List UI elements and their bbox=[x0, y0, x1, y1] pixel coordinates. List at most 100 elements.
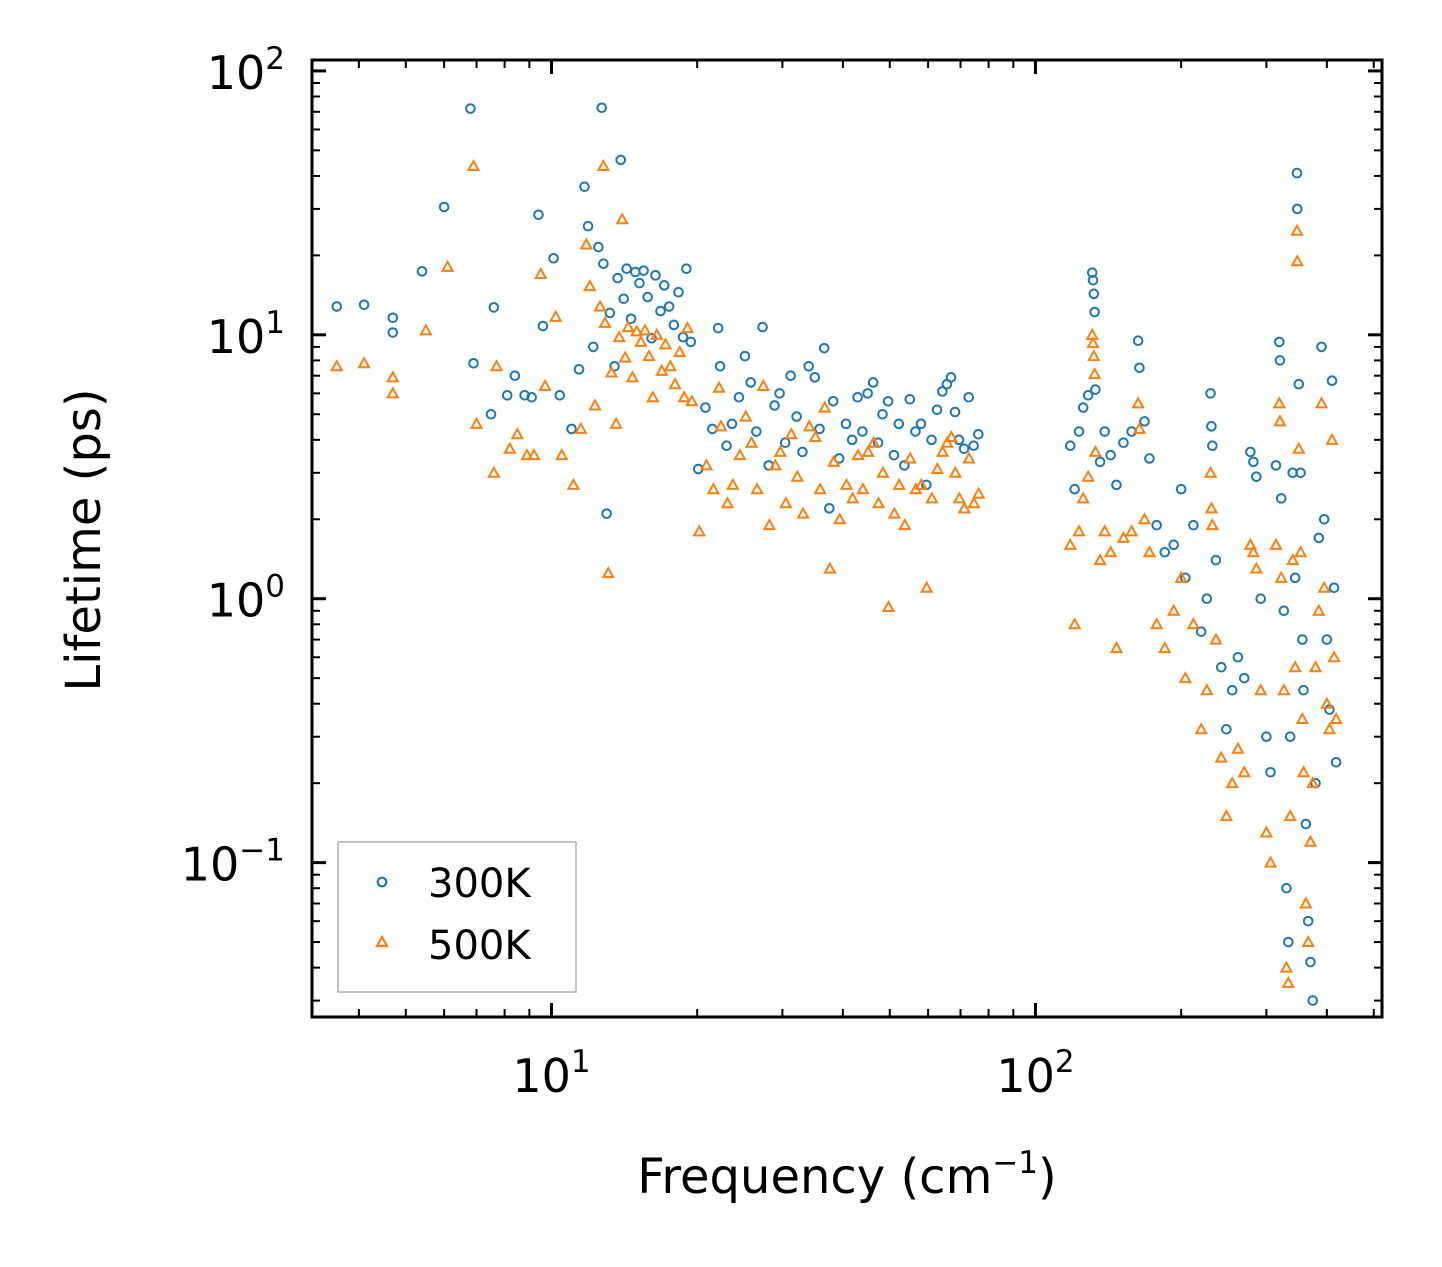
data-point-500k bbox=[1200, 683, 1214, 696]
data-point-300k bbox=[1210, 554, 1222, 566]
series-500k-points bbox=[330, 159, 1343, 988]
data-point-300k bbox=[596, 102, 608, 114]
data-point-300k bbox=[1226, 684, 1238, 696]
data-point-500k bbox=[386, 370, 400, 383]
data-point-500k bbox=[593, 299, 607, 312]
data-point-500k bbox=[1086, 336, 1100, 349]
data-point-500k bbox=[1067, 617, 1082, 630]
data-point-500k bbox=[487, 465, 501, 478]
data-point-300k bbox=[1134, 362, 1145, 374]
data-point-500k bbox=[1314, 396, 1329, 409]
data-point-300k bbox=[937, 386, 948, 397]
data-point-300k bbox=[1073, 426, 1085, 437]
data-point-300k bbox=[1064, 440, 1076, 452]
data-point-500k bbox=[583, 279, 597, 292]
data-point-300k bbox=[893, 418, 905, 430]
data-point-500k bbox=[779, 496, 793, 509]
data-point-300k bbox=[797, 446, 808, 458]
data-point-500k bbox=[1259, 825, 1274, 838]
data-point-300k bbox=[958, 443, 970, 455]
plot-frame bbox=[310, 58, 1384, 1019]
data-point-300k bbox=[582, 220, 594, 232]
data-point-300k bbox=[604, 307, 616, 319]
data-point-300k bbox=[1265, 766, 1276, 778]
data-point-500k bbox=[733, 448, 747, 461]
legend-label-500k: 500K bbox=[428, 923, 532, 969]
data-point-300k bbox=[1151, 519, 1162, 531]
data-point-500k bbox=[386, 386, 400, 399]
x-tick-label: 102 bbox=[996, 1044, 1074, 1103]
data-point-300k bbox=[1069, 483, 1080, 495]
data-point-500k bbox=[1178, 671, 1193, 684]
data-point-300k bbox=[745, 377, 757, 388]
data-point-300k bbox=[824, 503, 835, 514]
data-point-300k bbox=[673, 286, 684, 298]
y-tick-label-exponent: 2 bbox=[265, 41, 285, 77]
data-point-500k bbox=[1290, 254, 1304, 267]
data-point-500k bbox=[930, 461, 945, 475]
y-tick-label-exponent: 0 bbox=[265, 569, 285, 605]
y-axis-label: Lifetime (ps) bbox=[56, 388, 112, 691]
data-point-500k bbox=[1194, 722, 1208, 735]
data-point-500k bbox=[534, 266, 548, 280]
data-point-500k bbox=[1327, 650, 1341, 663]
data-point-300k bbox=[537, 320, 549, 332]
data-point-500k bbox=[851, 448, 865, 461]
data-point-300k bbox=[968, 440, 979, 452]
data-point-500k bbox=[1292, 441, 1306, 454]
data-point-500k bbox=[1246, 545, 1261, 558]
data-point-500k bbox=[720, 496, 735, 509]
data-point-500k bbox=[489, 359, 504, 372]
data-point-500k bbox=[952, 491, 966, 504]
data-point-300k bbox=[1313, 532, 1325, 544]
data-point-300k bbox=[612, 272, 623, 284]
data-point-300k bbox=[769, 400, 780, 411]
data-point-300k bbox=[757, 321, 768, 333]
data-point-300k bbox=[1278, 605, 1290, 617]
data-point-300k bbox=[1281, 882, 1292, 894]
data-point-500k bbox=[971, 486, 986, 499]
data-point-500k bbox=[1273, 414, 1287, 427]
data-point-500k bbox=[839, 477, 854, 490]
data-point-300k bbox=[1118, 437, 1129, 449]
data-point-500k bbox=[898, 518, 912, 531]
data-point-300k bbox=[609, 360, 620, 372]
data-point-500k bbox=[773, 444, 787, 457]
data-point-300k bbox=[685, 336, 697, 348]
data-point-500k bbox=[714, 419, 728, 432]
data-point-500k bbox=[579, 237, 593, 250]
data-point-500k bbox=[646, 390, 660, 403]
data-point-500k bbox=[650, 327, 664, 340]
y-tick-label-exponent: 1 bbox=[265, 305, 285, 341]
data-point-300k bbox=[846, 434, 858, 446]
data-point-300k bbox=[681, 263, 692, 275]
data-point-500k bbox=[642, 349, 656, 362]
data-point-300k bbox=[899, 460, 910, 471]
data-point-500k bbox=[692, 524, 706, 537]
data-point-500k bbox=[940, 435, 954, 448]
data-point-500k bbox=[1293, 545, 1308, 558]
data-point-500k bbox=[1322, 722, 1337, 735]
data-point-300k bbox=[501, 389, 513, 401]
data-point-300k bbox=[1251, 471, 1262, 482]
data-point-500k bbox=[925, 491, 939, 504]
data-point-300k bbox=[1094, 456, 1106, 468]
data-point-300k bbox=[712, 322, 724, 334]
data-point-500k bbox=[1329, 711, 1343, 725]
data-point-300k bbox=[485, 408, 497, 420]
data-point-500k bbox=[935, 444, 950, 457]
data-point-300k bbox=[1316, 341, 1327, 353]
data-point-300k bbox=[915, 418, 927, 430]
legend-label-300k: 300K bbox=[428, 861, 532, 907]
data-point-300k bbox=[1274, 355, 1286, 366]
data-point-500k bbox=[555, 448, 569, 461]
data-point-300k bbox=[857, 426, 868, 437]
data-point-300k bbox=[1261, 731, 1272, 743]
data-point-500k bbox=[1290, 223, 1304, 236]
data-point-500k bbox=[967, 496, 981, 509]
data-point-300k bbox=[1089, 306, 1100, 318]
data-point-500k bbox=[818, 400, 832, 413]
data-point-300k bbox=[1188, 519, 1199, 531]
data-point-500k bbox=[1249, 561, 1264, 574]
data-point-300k bbox=[634, 277, 645, 289]
